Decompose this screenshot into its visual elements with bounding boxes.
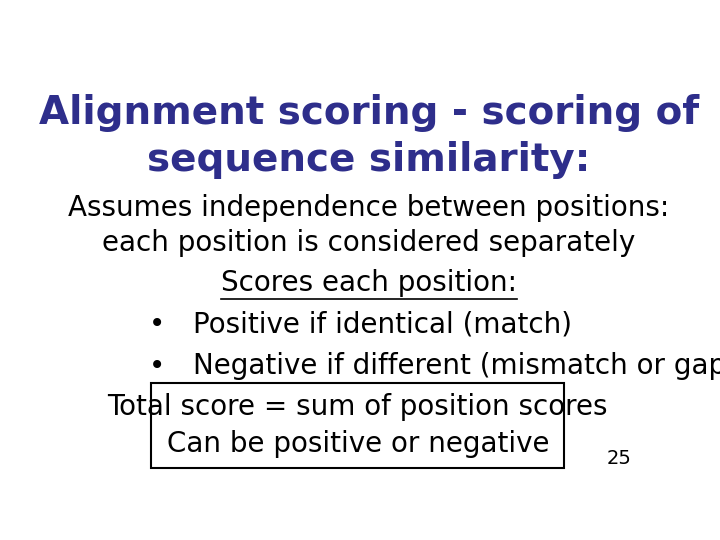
Text: Alignment scoring - scoring of
sequence similarity:: Alignment scoring - scoring of sequence … [39, 94, 699, 179]
Text: •: • [149, 352, 165, 380]
Text: Assumes independence between positions:
each position is considered separately: Assumes independence between positions: … [68, 194, 670, 258]
Text: Total score = sum of position scores
Can be positive or negative: Total score = sum of position scores Can… [107, 393, 608, 458]
FancyBboxPatch shape [151, 383, 564, 468]
Text: Scores each position:: Scores each position: [221, 268, 517, 296]
Text: Positive if identical (match): Positive if identical (match) [193, 310, 572, 338]
Text: Negative if different (mismatch or gap): Negative if different (mismatch or gap) [193, 352, 720, 380]
Text: 25: 25 [606, 449, 631, 468]
Text: •: • [149, 310, 165, 338]
